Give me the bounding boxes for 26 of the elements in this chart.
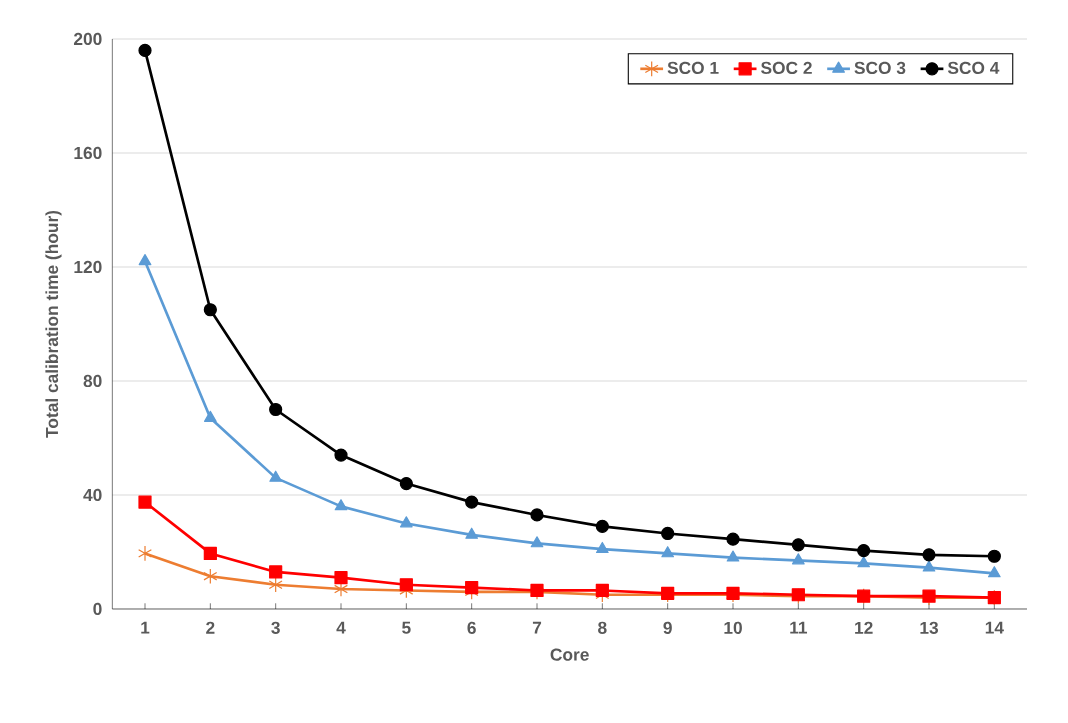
y-tick-label: 160	[74, 146, 102, 160]
y-tick-label: 0	[93, 602, 102, 616]
x-tick-label: 3	[271, 621, 280, 634]
x-tick-label: 7	[532, 621, 542, 634]
x-tick-label: 12	[855, 621, 873, 634]
x-tick-label: 1	[141, 621, 150, 634]
x-axis-title: Core	[550, 648, 589, 661]
y-tick-label: 200	[73, 32, 102, 46]
x-tick-label: 14	[985, 621, 1004, 634]
x-tick-label: 4	[336, 621, 346, 634]
x-tick-label: 13	[920, 621, 939, 634]
legend-label: SOC 2	[761, 61, 812, 75]
legend-label: SCO 4	[947, 61, 1000, 75]
x-tick-label: 9	[663, 621, 672, 634]
x-tick-label: 11	[790, 621, 808, 634]
x-tick-label: 5	[402, 621, 411, 634]
y-tick-label: 40	[83, 488, 102, 502]
x-tick-label: 2	[206, 621, 215, 634]
y-axis-title: Total calibration time (hour)	[45, 210, 62, 438]
y-tick-label: 80	[83, 374, 102, 388]
x-tick-label: 6	[467, 621, 476, 634]
y-tick-label: 120	[74, 260, 102, 274]
x-tick-label: 10	[724, 621, 742, 634]
legend-label: SCO 1	[667, 61, 719, 75]
x-tick-label: 8	[598, 621, 607, 634]
legend-label: SCO 3	[854, 61, 906, 75]
